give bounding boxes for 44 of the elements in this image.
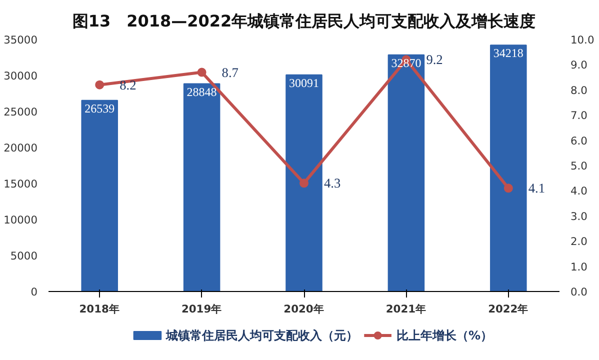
y-tick-label: 5000	[10, 250, 38, 262]
y2-tick-label: 4.0	[570, 184, 588, 198]
y2-tick-label: 1.0	[570, 260, 588, 274]
y2-tick-label: 7.0	[570, 109, 588, 122]
y-tick-label: 25000	[4, 106, 38, 118]
point	[95, 80, 104, 90]
data-label: 8.7	[222, 64, 239, 80]
data-label: 30091	[289, 76, 319, 90]
y2-tick-label: 5.0	[570, 160, 588, 172]
y2-tick-label: 10.0	[570, 34, 594, 46]
x-tick-label: 2020年	[284, 302, 324, 316]
x-tick-label: 2019年	[181, 302, 222, 316]
y2-tick-label: 8.0	[570, 84, 588, 97]
y-tick-label: 10000	[4, 214, 38, 226]
y2-tick-label: 3.0	[570, 210, 588, 223]
y-tick-label: 30000	[4, 70, 38, 82]
y2-tick-label: 6.0	[570, 134, 588, 148]
legend-label: 比上年增长（%）	[396, 328, 493, 342]
y2-tick-label: 0.0	[570, 286, 588, 298]
chart-title: 图13 2018—2022年城镇常住居民人均可支配收入及增长速度	[72, 12, 536, 30]
data-label: 28848	[186, 84, 217, 99]
y2-tick-label: 9.0	[570, 58, 588, 72]
point	[300, 178, 308, 188]
x-tick-label: 2022年	[488, 302, 529, 316]
y-tick-label: 15000	[4, 178, 38, 190]
bar	[490, 44, 527, 292]
data-label: 26539	[84, 101, 115, 116]
point	[504, 184, 513, 193]
y-tick-label: 0	[30, 286, 38, 298]
y-tick-label: 20000	[4, 142, 38, 154]
bar	[286, 74, 322, 292]
point	[197, 68, 206, 77]
bar	[183, 83, 220, 292]
data-label: 9.2	[426, 52, 443, 68]
data-label: 4.3	[324, 176, 341, 191]
x-tick-label: 2018年	[79, 302, 120, 316]
data-label: 34218	[493, 46, 524, 60]
x-tick-label: 2021年	[386, 302, 427, 316]
bar	[388, 54, 425, 292]
legend-label: 城镇常住居民人均可支配收入（元）	[165, 328, 358, 342]
y2-tick-label: 2.0	[570, 235, 588, 248]
bar	[81, 100, 118, 292]
y-tick-label: 35000	[4, 34, 38, 46]
data-label: 4.1	[528, 180, 546, 196]
